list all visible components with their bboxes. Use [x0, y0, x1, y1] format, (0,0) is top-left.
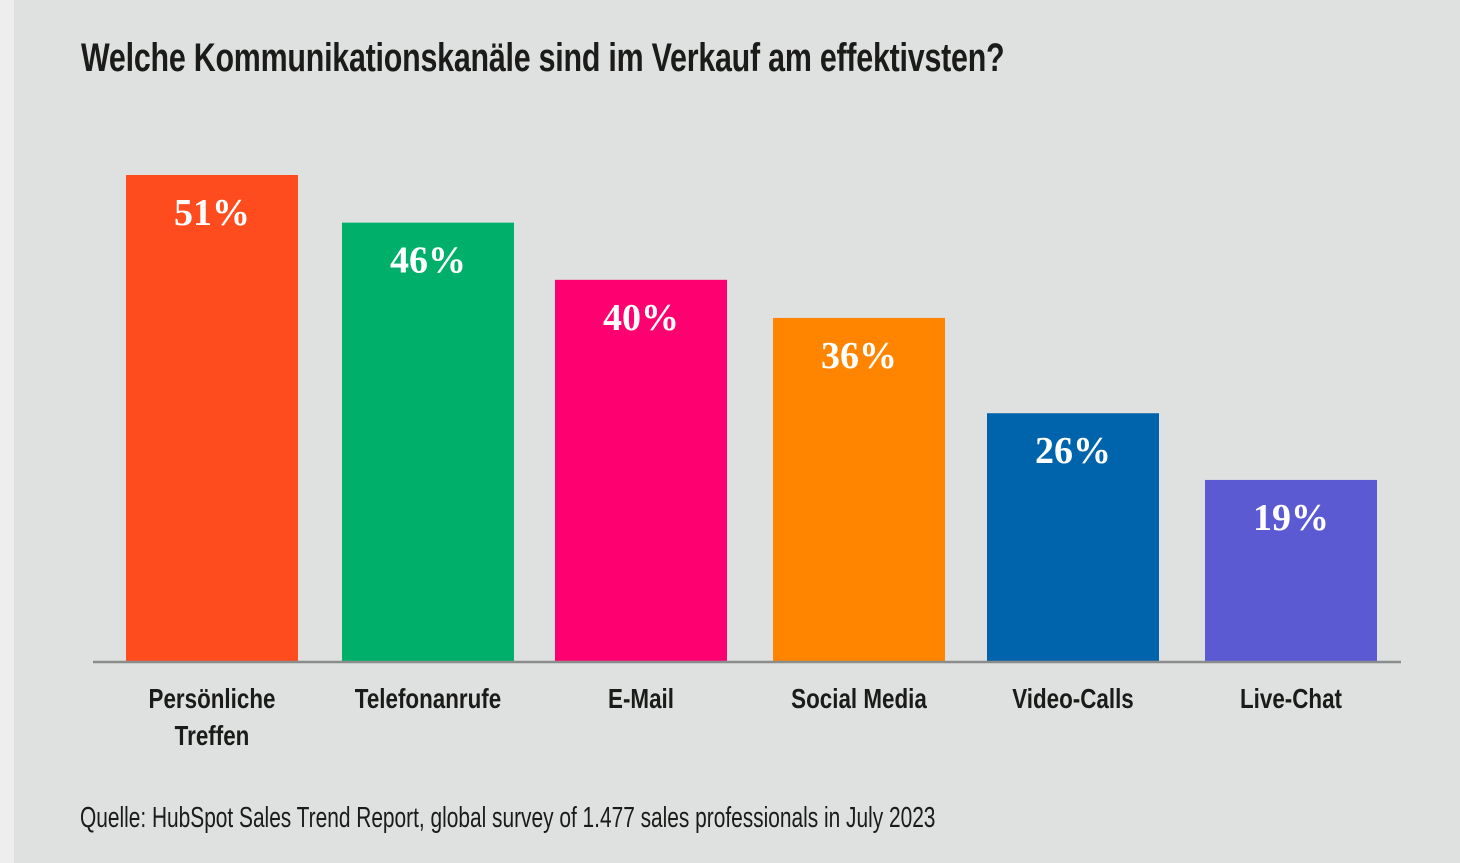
- chart-title: Welche Kommunikationskanäle sind im Verk…: [81, 36, 1005, 80]
- bar-value-label: 19%: [1253, 497, 1329, 539]
- category-labels-group: Persönliche Treffen Telefonanrufe E-Mail Soc…: [149, 684, 1343, 752]
- bar-value-label: 51%: [174, 192, 250, 234]
- bar-value-label: 40%: [603, 297, 679, 339]
- bar-value-label: 46%: [390, 240, 466, 282]
- bar-1: [342, 222, 514, 661]
- bar-0: [126, 175, 298, 661]
- category-label: Live-Chat: [1240, 684, 1343, 715]
- category-label: Social Media: [791, 684, 927, 715]
- source-note: Quelle: HubSpot Sales Trend Report, glob…: [80, 802, 936, 834]
- bar-value-label: 26%: [1035, 430, 1111, 472]
- bar-value-label: 36%: [821, 335, 897, 377]
- bar-2: [555, 279, 727, 661]
- bar-5: [1205, 479, 1377, 661]
- bars-group: 51% 46% 40% 36% 26% 19%: [126, 175, 1377, 661]
- bar-3: [773, 317, 945, 661]
- category-label: Telefonanrufe: [355, 684, 501, 715]
- bar-4: [987, 413, 1159, 661]
- category-label: E-Mail: [608, 684, 674, 715]
- category-label: Treffen: [175, 721, 250, 752]
- category-label: Video-Calls: [1012, 684, 1134, 715]
- category-label: Persönliche: [149, 684, 276, 715]
